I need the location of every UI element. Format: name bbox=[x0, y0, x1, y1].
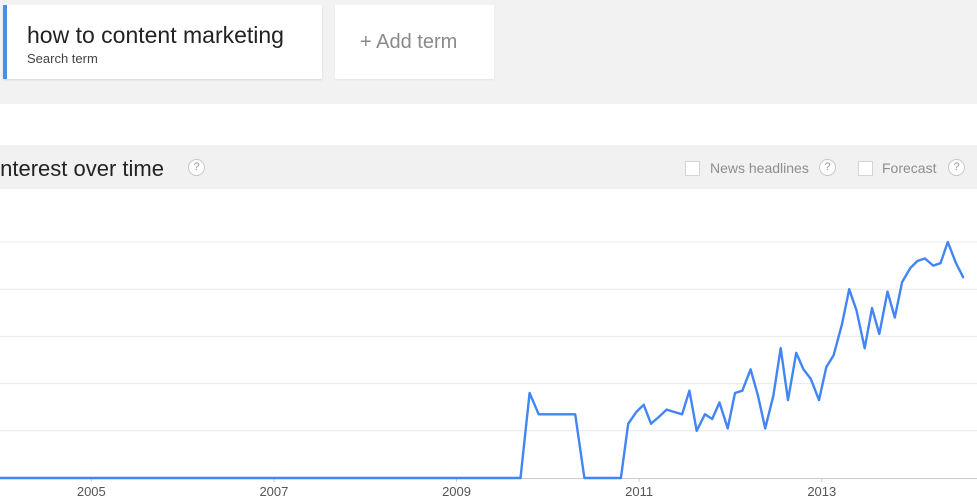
x-axis: 2005 2007 2009 2011 2013 bbox=[0, 478, 977, 499]
data-point bbox=[923, 257, 926, 260]
data-point bbox=[695, 429, 698, 432]
data-point bbox=[635, 410, 638, 413]
data-point bbox=[642, 403, 645, 406]
data-point bbox=[802, 368, 805, 371]
data-point bbox=[528, 392, 531, 395]
data-point bbox=[756, 394, 759, 397]
data-point bbox=[764, 427, 767, 430]
data-point bbox=[741, 389, 744, 392]
data-point bbox=[650, 422, 653, 425]
data-point bbox=[818, 399, 821, 402]
data-point bbox=[703, 413, 706, 416]
data-point bbox=[734, 392, 737, 395]
data-point bbox=[848, 288, 851, 291]
data-point bbox=[772, 394, 775, 397]
search-term-card[interactable]: how to content marketing Search term bbox=[3, 5, 322, 79]
series-line bbox=[0, 240, 965, 480]
forecast-help-icon[interactable]: ? bbox=[948, 159, 965, 176]
news-headlines-checkbox[interactable] bbox=[685, 161, 700, 176]
search-term-text[interactable]: how to content marketing bbox=[27, 22, 284, 48]
data-point bbox=[658, 415, 661, 418]
data-point bbox=[939, 262, 942, 265]
data-point bbox=[537, 413, 540, 416]
chart-title: Interest over time bbox=[0, 156, 164, 181]
data-point bbox=[932, 264, 935, 267]
x-tick-label: 2011 bbox=[625, 484, 653, 499]
data-point bbox=[681, 413, 684, 416]
data-point bbox=[665, 408, 668, 411]
data-point bbox=[672, 410, 675, 413]
interest-line-chart: 2005 2007 2009 2011 2013 bbox=[0, 240, 977, 499]
add-term-button[interactable]: + Add term bbox=[335, 5, 494, 79]
chart-grid bbox=[0, 241, 977, 432]
data-point bbox=[726, 427, 729, 430]
data-point bbox=[0, 477, 1, 479]
data-point bbox=[878, 333, 881, 336]
data-point bbox=[718, 401, 721, 404]
x-tick-label: 2009 bbox=[442, 484, 471, 499]
data-point bbox=[688, 389, 691, 392]
news-headlines-label[interactable]: News headlines bbox=[710, 160, 809, 176]
data-point bbox=[627, 422, 630, 425]
search-term-sublabel: Search term bbox=[27, 51, 98, 66]
news-headlines-help-icon[interactable]: ? bbox=[819, 159, 836, 176]
forecast-label[interactable]: Forecast bbox=[882, 160, 937, 176]
data-point bbox=[519, 477, 522, 479]
data-point bbox=[909, 266, 912, 269]
help-icon[interactable]: ? bbox=[188, 159, 205, 176]
data-point bbox=[962, 276, 965, 279]
data-point bbox=[954, 262, 957, 265]
data-point bbox=[786, 399, 789, 402]
x-tick-label: 2013 bbox=[807, 484, 836, 499]
add-term-label: + Add term bbox=[360, 31, 458, 53]
data-point bbox=[832, 354, 835, 357]
series-layer bbox=[0, 240, 965, 480]
data-point bbox=[946, 241, 949, 243]
data-point bbox=[795, 351, 798, 354]
x-tick-label: 2005 bbox=[77, 484, 106, 499]
search-terms-bar: how to content marketing Search term + A… bbox=[0, 0, 977, 104]
data-point bbox=[574, 413, 577, 416]
data-point bbox=[779, 347, 782, 350]
data-point bbox=[840, 323, 843, 326]
data-point bbox=[583, 477, 586, 479]
data-point bbox=[916, 259, 919, 262]
data-point bbox=[901, 281, 904, 284]
data-point bbox=[893, 316, 896, 319]
data-point bbox=[825, 366, 828, 369]
data-point bbox=[711, 418, 714, 420]
x-tick-label: 2007 bbox=[259, 484, 288, 499]
data-point bbox=[870, 307, 873, 310]
data-point bbox=[619, 477, 622, 479]
interest-over-time-header: Interest over time ? News headlines ? Fo… bbox=[0, 145, 977, 189]
data-point bbox=[855, 309, 858, 312]
data-point bbox=[886, 290, 889, 293]
data-point bbox=[809, 377, 812, 380]
data-point bbox=[863, 347, 866, 350]
forecast-checkbox[interactable] bbox=[858, 161, 873, 176]
data-point bbox=[749, 368, 752, 371]
